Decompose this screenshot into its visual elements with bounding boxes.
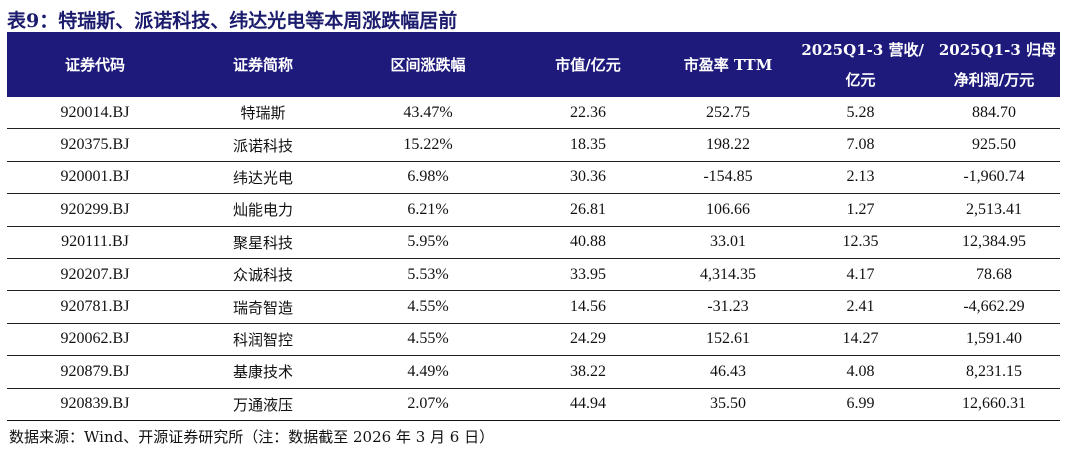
column-header-line: 亿元 — [845, 70, 876, 89]
table-cell: 特瑞斯 — [183, 97, 343, 130]
column-header: 市值/亿元 — [513, 32, 663, 97]
table-cell: 43.47% — [343, 97, 513, 130]
table-cell: 920014.BJ — [7, 97, 183, 130]
table-cell: 4.55% — [343, 290, 513, 324]
table-cell: 152.61 — [663, 323, 793, 357]
table-cell: 12,384.95 — [928, 226, 1060, 259]
table-cell: -4,662.29 — [928, 290, 1060, 324]
table-cell: 12.35 — [793, 226, 928, 259]
table-cell: 6.99 — [793, 388, 928, 421]
table-cell: 基康技术 — [183, 355, 343, 389]
table-cell: 众诚科技 — [183, 258, 343, 292]
table-cell: 8,231.15 — [928, 355, 1060, 389]
table-cell: 35.50 — [663, 388, 793, 421]
table-cell: 14.27 — [793, 323, 928, 357]
table-cell: 派诺科技 — [183, 128, 343, 162]
table-cell: 33.01 — [663, 226, 793, 259]
table-cell: 5.53% — [343, 258, 513, 292]
column-header-line: 2025Q1-3 营收/ — [801, 40, 924, 59]
table-cell: 1,591.40 — [928, 323, 1060, 357]
table-cell: -1,960.74 — [928, 161, 1060, 195]
table-cell: 22.36 — [513, 97, 663, 130]
table-row: 920781.BJ 瑞奇智造 4.55% 14.56 -31.23 2.41 -4,662.… — [7, 290, 1060, 324]
table-row: 920879.BJ 基康技术 4.49% 38.22 46.43 4.08 8,231.15 — [7, 355, 1060, 389]
column-header: 2025Q1-3 归母 净利润/万元 — [928, 32, 1060, 97]
table-cell: 6.21% — [343, 193, 513, 227]
table-cell: 4.08 — [793, 355, 928, 389]
column-header: 区间涨跌幅 — [343, 32, 513, 97]
table-title: 表9：特瑞斯、派诺科技、纬达光电等本周涨跌幅居前 — [7, 10, 458, 32]
table-cell: 4,314.35 — [663, 258, 793, 292]
table-cell: 聚星科技 — [183, 226, 343, 259]
table-cell: -154.85 — [663, 161, 793, 195]
column-header-line: 2025Q1-3 归母 — [938, 40, 1056, 59]
table-cell: 44.94 — [513, 388, 663, 421]
table-row: 920111.BJ 聚星科技 5.95% 40.88 33.01 12.35 12,384.… — [7, 226, 1060, 259]
table-cell: 925.50 — [928, 128, 1060, 162]
table-cell: 920781.BJ — [7, 290, 183, 324]
column-header: 市盈率 TTM — [663, 32, 793, 97]
table-cell: 252.75 — [663, 97, 793, 130]
table-cell: 24.29 — [513, 323, 663, 357]
table-cell: 万通液压 — [183, 388, 343, 421]
table-cell: 12,660.31 — [928, 388, 1060, 421]
table-cell: 4.49% — [343, 355, 513, 389]
table-cell: 4.55% — [343, 323, 513, 357]
table-row: 920299.BJ 灿能电力 6.21% 26.81 106.66 1.27 2,513.4… — [7, 193, 1060, 227]
table-cell: 6.98% — [343, 161, 513, 195]
table-cell: 14.56 — [513, 290, 663, 324]
table-cell: 46.43 — [663, 355, 793, 389]
table-row: 920001.BJ 纬达光电 6.98% 30.36 -154.85 2.13 -1,960… — [7, 161, 1060, 195]
table-cell: 198.22 — [663, 128, 793, 162]
table-cell: 78.68 — [928, 258, 1060, 292]
source-note: 数据来源：Wind、开源证券研究所（注：数据截至 2026 年 3 月 6 日） — [9, 428, 495, 446]
table-cell: 灿能电力 — [183, 193, 343, 227]
column-header: 证券简称 — [183, 32, 343, 97]
table-cell: 30.36 — [513, 161, 663, 195]
table-row: 920839.BJ 万通液压 2.07% 44.94 35.50 6.99 12,660.3… — [7, 388, 1060, 421]
table-cell: 920299.BJ — [7, 193, 183, 227]
table-row: 920014.BJ 特瑞斯 43.47% 22.36 252.75 5.28 884.70 — [7, 97, 1060, 130]
column-header: 证券代码 — [7, 32, 183, 97]
table-cell: 920062.BJ — [7, 323, 183, 357]
table-cell: 科润智控 — [183, 323, 343, 357]
table-cell: 18.35 — [513, 128, 663, 162]
column-header-line: 净利润/万元 — [953, 70, 1035, 89]
table-row: 920062.BJ 科润智控 4.55% 24.29 152.61 14.27 1,591.… — [7, 323, 1060, 357]
table-cell: 26.81 — [513, 193, 663, 227]
table-row: 920375.BJ 派诺科技 15.22% 18.35 198.22 7.08 925.50 — [7, 128, 1060, 162]
table-cell: 4.17 — [793, 258, 928, 292]
table-cell: 38.22 — [513, 355, 663, 389]
stock-table: 证券代码 证券简称 区间涨跌幅 市值/亿元 市盈率 TTM 2025Q1-3 营收/亿元 2… — [7, 32, 1060, 421]
table-cell: -31.23 — [663, 290, 793, 324]
table-cell: 5.95% — [343, 226, 513, 259]
table-cell: 2.13 — [793, 161, 928, 195]
table-cell: 40.88 — [513, 226, 663, 259]
table-cell: 7.08 — [793, 128, 928, 162]
table-cell: 15.22% — [343, 128, 513, 162]
header-row: 证券代码 证券简称 区间涨跌幅 市值/亿元 市盈率 TTM 2025Q1-3 营收/亿元 2… — [7, 32, 1060, 97]
table-cell: 瑞奇智造 — [183, 290, 343, 324]
table-cell: 2.41 — [793, 290, 928, 324]
table-cell: 2,513.41 — [928, 193, 1060, 227]
table-cell: 884.70 — [928, 97, 1060, 130]
table-cell: 920207.BJ — [7, 258, 183, 292]
table-cell: 920879.BJ — [7, 355, 183, 389]
table-cell: 920375.BJ — [7, 128, 183, 162]
table-cell: 2.07% — [343, 388, 513, 421]
table-cell: 920111.BJ — [7, 226, 183, 259]
table-cell: 106.66 — [663, 193, 793, 227]
table-cell: 纬达光电 — [183, 161, 343, 195]
table-cell: 1.27 — [793, 193, 928, 227]
table-cell: 33.95 — [513, 258, 663, 292]
table-cell: 920839.BJ — [7, 388, 183, 421]
table-cell: 920001.BJ — [7, 161, 183, 195]
table-row: 920207.BJ 众诚科技 5.53% 33.95 4,314.35 4.17 78.68 — [7, 258, 1060, 292]
table-cell: 5.28 — [793, 97, 928, 130]
column-header: 2025Q1-3 营收/亿元 — [793, 32, 928, 97]
